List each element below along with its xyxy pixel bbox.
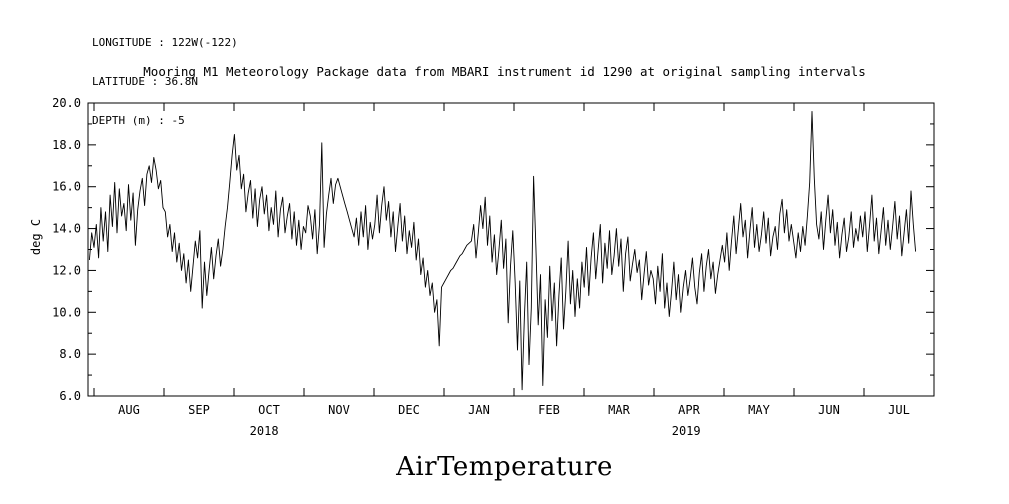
x-tick-label: MAR [608,403,630,417]
y-axis-ticks: 6.0 8.0 10.0 12.0 14.0 16.0 18.0 20.0 [52,96,934,403]
chart-title: Mooring M1 Meteorology Package data from… [143,64,866,79]
station-metadata: LONGITUDE : 122W(-122) LATITUDE : 36.8N … [92,10,238,140]
x-tick-label: FEB [538,403,560,417]
x-tick-label: DEC [398,403,420,417]
y-tick-label: 16.0 [52,180,81,194]
x-tick-label: JUN [818,403,840,417]
y-tick-label: 14.0 [52,222,81,236]
y-tick-label: 18.0 [52,138,81,152]
y-tick-label: 6.0 [59,389,81,403]
x-axis-ticks [93,103,935,396]
x-tick-label: JUL [888,403,910,417]
x-month-labels: AUG SEP OCT NOV DEC JAN FEB MAR APR MAY JUN JUL 2018… [118,403,910,438]
y-tick-label: 12.0 [52,263,81,277]
x-tick-label: SEP [188,403,210,417]
year-label: 2019 [672,424,701,438]
latitude-label: LATITUDE : 36.8N [92,75,198,88]
x-tick-label: AUG [118,403,140,417]
y-tick-label: 8.0 [59,347,81,361]
y-tick-label: 20.0 [52,96,81,110]
x-tick-label: MAY [748,403,770,417]
axis-frame [87,102,935,397]
x-tick-label: JAN [468,403,490,417]
x-tick-label: OCT [258,403,280,417]
depth-label: DEPTH (m) : -5 [92,114,185,127]
temperature-line [88,110,917,391]
variable-name-label: AirTemperature [396,452,613,482]
year-label: 2018 [250,424,279,438]
longitude-label: LONGITUDE : 122W(-122) [92,36,238,49]
x-tick-label: NOV [328,403,350,417]
x-tick-label: APR [678,403,700,417]
y-tick-label: 10.0 [52,305,81,319]
